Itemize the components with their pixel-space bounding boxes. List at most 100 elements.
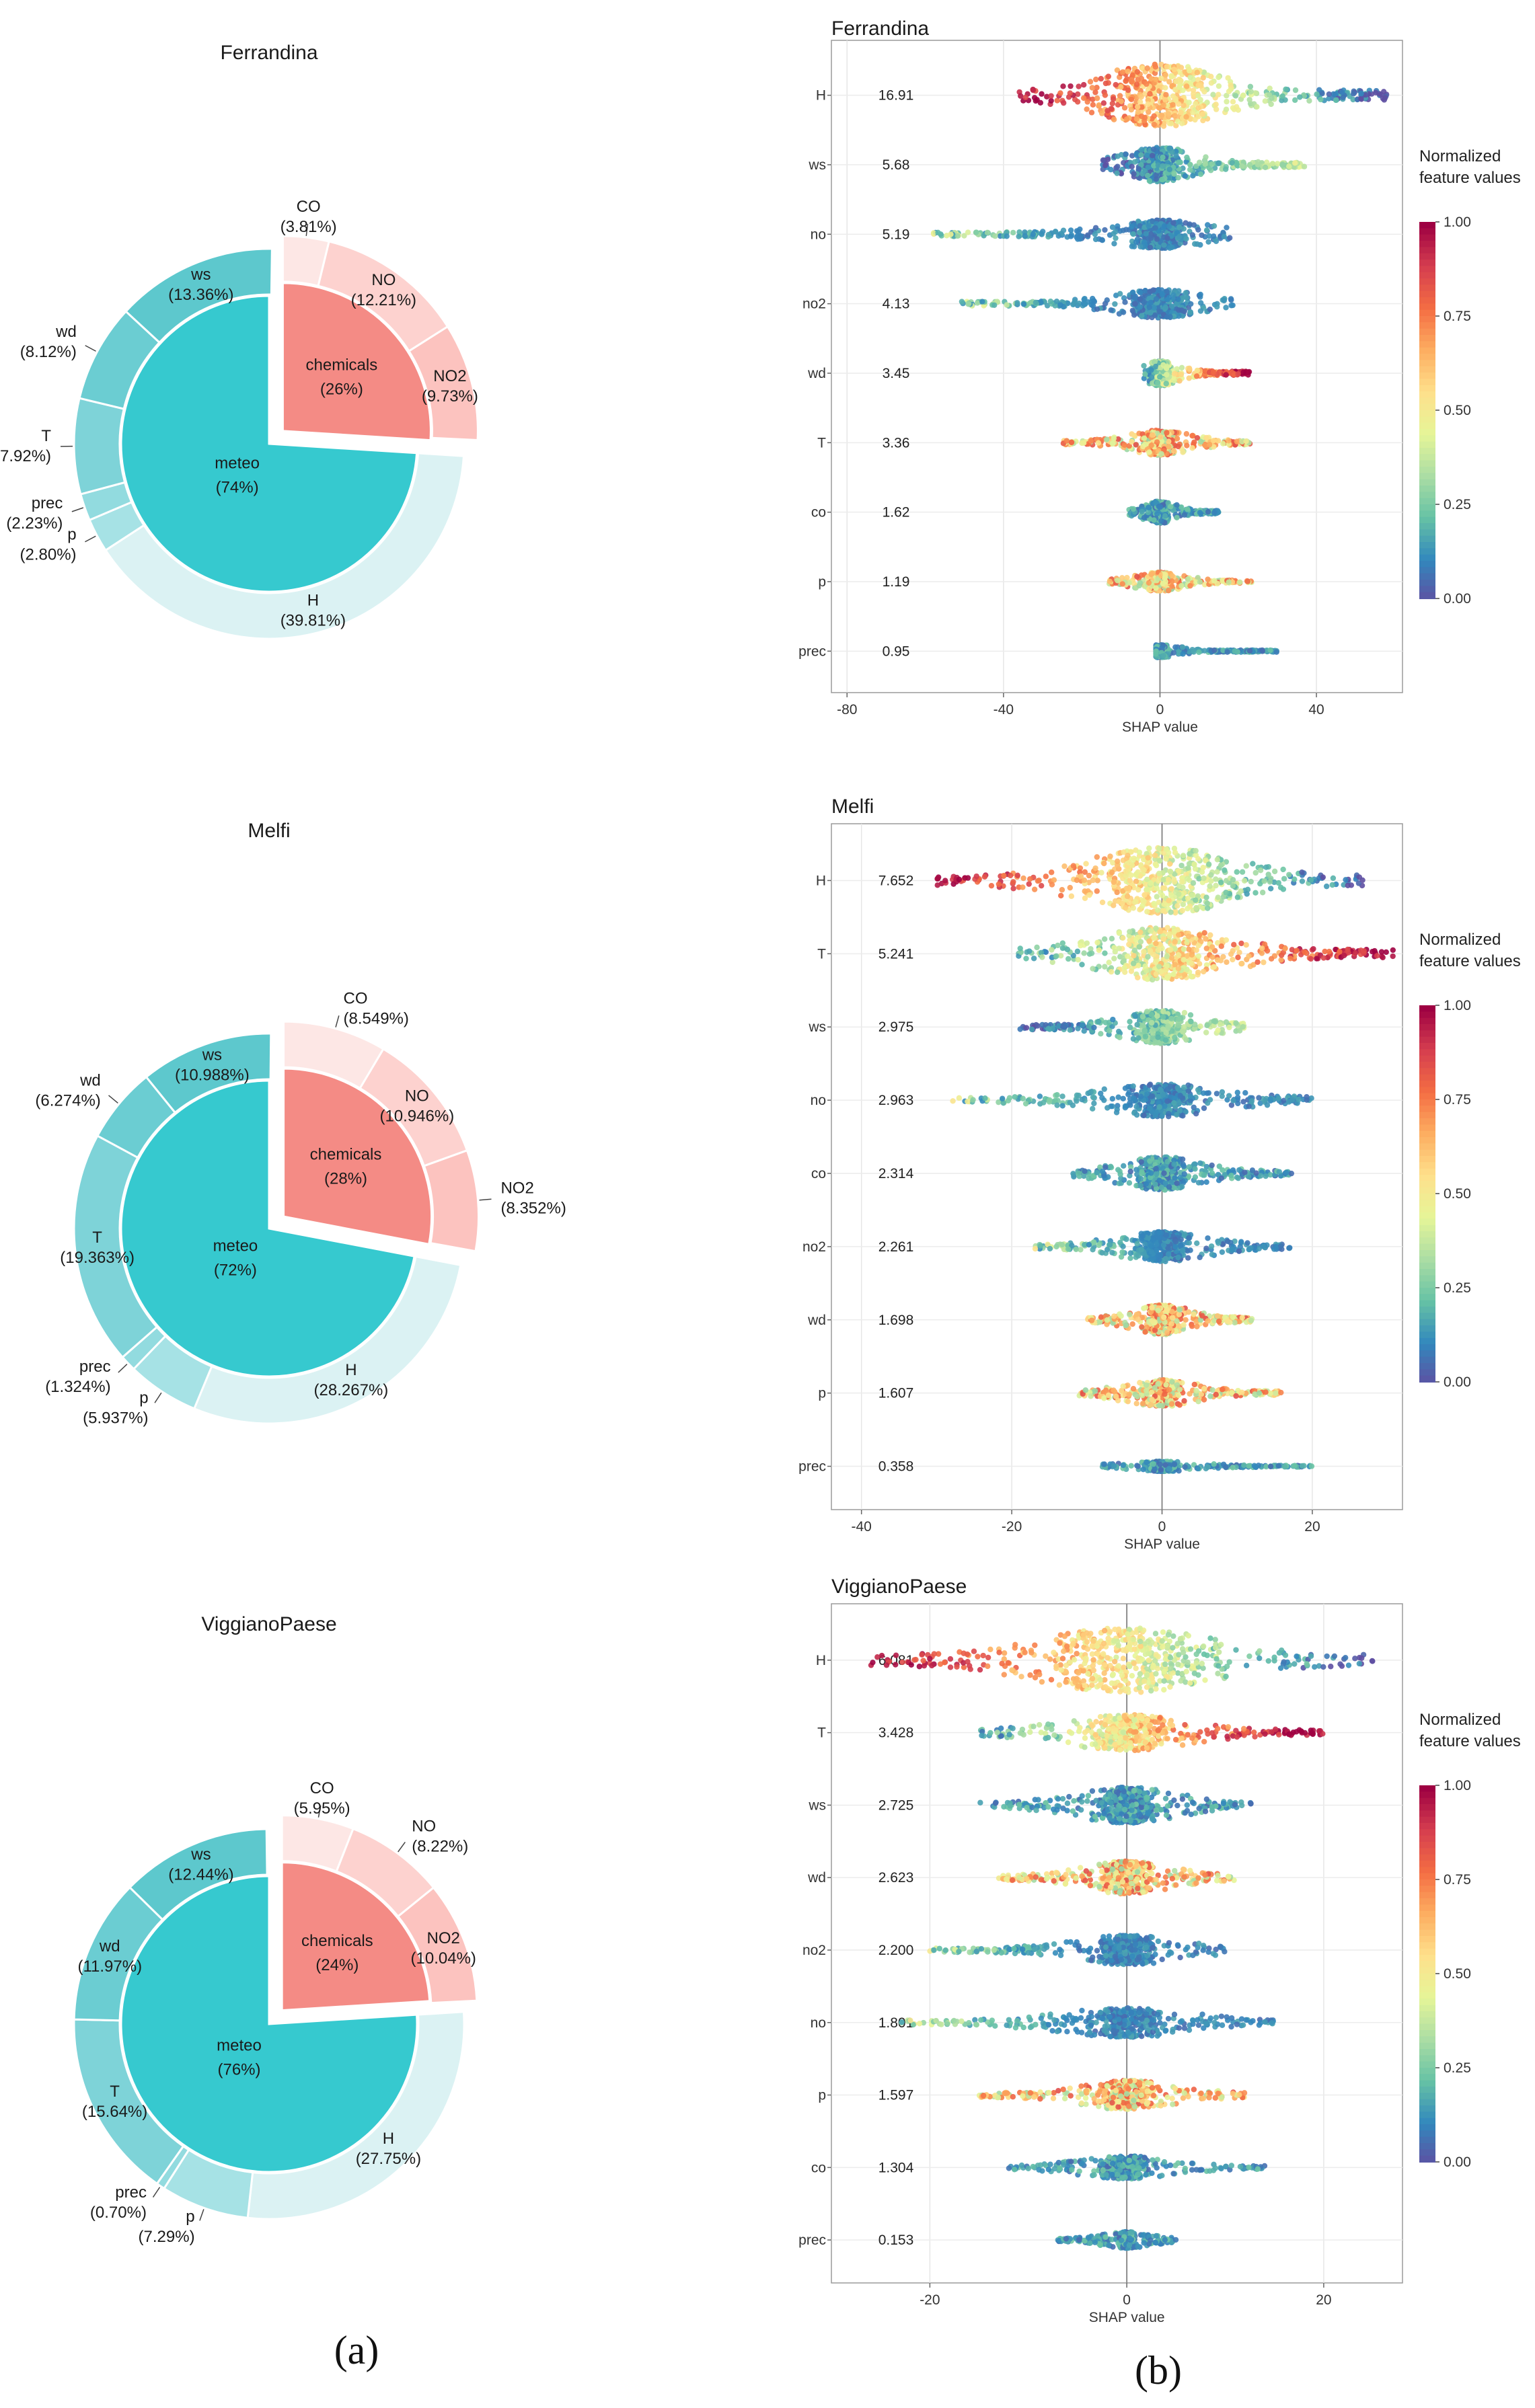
shap-point	[1168, 869, 1174, 875]
shap-point	[1146, 223, 1152, 229]
shap-point	[1234, 161, 1240, 168]
feature-label-no: no	[811, 227, 826, 242]
pie-pct-p: (2.80%)	[20, 545, 77, 564]
shap-point	[1187, 161, 1193, 168]
shap-point	[1160, 123, 1167, 129]
pie-pct-ws: (12.44%)	[168, 1866, 233, 1884]
pie-outer-no2	[407, 325, 479, 442]
colorbar-segment	[1419, 397, 1435, 405]
pie-pct-chemicals: (24%)	[315, 1956, 359, 1974]
shap-point	[1208, 80, 1215, 86]
shap-point	[1248, 878, 1254, 885]
pie-pct-prec: (1.324%)	[45, 1378, 110, 1396]
pie-pct-wd: (6.274%)	[35, 1092, 100, 1110]
shap-point	[1131, 312, 1137, 318]
shap-point	[1186, 365, 1193, 372]
pie-label-prec: prec	[115, 2183, 147, 2202]
shap-point	[934, 876, 941, 882]
shap-point	[1148, 375, 1155, 381]
mean-abs-shap-H: 7.652	[878, 873, 914, 888]
shap-point	[1116, 898, 1122, 905]
shap-point	[1193, 101, 1199, 107]
shap-point	[1210, 438, 1217, 444]
shap-point	[981, 873, 988, 880]
shap-point	[1218, 880, 1224, 886]
colorbar-segment	[1419, 347, 1435, 354]
shap-point	[1158, 434, 1164, 440]
pie-label-chemicals: chemicals	[306, 356, 378, 375]
shap-point	[1160, 163, 1166, 169]
shap-point	[1088, 110, 1095, 116]
shap-point	[1159, 892, 1166, 899]
shap-point	[1235, 371, 1241, 377]
shap-point	[1211, 510, 1218, 516]
shap-point	[1153, 651, 1159, 657]
colorbar-segment	[1419, 510, 1435, 518]
pie-label-meteo: meteo	[217, 2036, 262, 2054]
shap-point	[1090, 102, 1096, 108]
shap-point	[1273, 649, 1279, 655]
shap-point	[1147, 244, 1154, 251]
shap-point	[1269, 161, 1276, 167]
shap-point	[1014, 872, 1021, 879]
colorbar-segment	[1419, 247, 1435, 254]
shap-point	[1144, 886, 1150, 892]
shap-point	[1174, 514, 1180, 520]
pie-pct-no: (12.21%)	[351, 291, 416, 309]
shap-point	[1207, 883, 1213, 889]
shap-point	[1131, 295, 1138, 301]
shap-point	[1133, 81, 1140, 87]
shap-point	[1197, 579, 1203, 585]
shap-point	[1123, 151, 1129, 157]
shap-point	[1205, 508, 1211, 515]
shap-point	[1133, 116, 1140, 122]
shap-point	[1205, 239, 1211, 245]
feature-label-co: co	[811, 505, 826, 520]
colorbar-segment	[1419, 391, 1435, 399]
shap-point	[1297, 94, 1303, 100]
shap-point	[1176, 218, 1183, 225]
shap-point	[1166, 444, 1172, 450]
x-axis-label: SHAP value	[1122, 720, 1198, 735]
feature-label-ws: ws	[808, 157, 826, 173]
shap-point	[1130, 506, 1137, 512]
shap-point	[1152, 852, 1158, 859]
shap-point	[1223, 372, 1229, 378]
shap-point	[1105, 108, 1111, 114]
shap-point	[1223, 166, 1229, 172]
shap-point	[1114, 67, 1121, 73]
colorbar-segment	[1419, 435, 1435, 442]
shap-point	[1030, 87, 1037, 93]
shap-point	[1333, 97, 1339, 104]
pie-label-wd: wd	[99, 1937, 120, 1955]
x-tick-label: 40	[1308, 702, 1324, 717]
shap-point	[965, 229, 971, 235]
shap-point	[1178, 78, 1184, 84]
pie-label-t: T	[92, 1229, 102, 1247]
feature-label-H: H	[816, 873, 826, 888]
shap-point	[1123, 885, 1130, 892]
shap-point	[1170, 650, 1176, 656]
shap-point	[1168, 120, 1174, 127]
shap-point	[1067, 884, 1073, 891]
shap-point	[1164, 235, 1170, 241]
shap-point	[1104, 436, 1110, 442]
pie-pct-wd: (8.12%)	[20, 343, 77, 361]
shap-point	[1230, 302, 1236, 309]
shap-point	[1254, 104, 1260, 110]
shap-point	[1133, 898, 1139, 905]
shap-point	[1139, 113, 1145, 120]
shap-point	[948, 231, 954, 237]
colorbar-segment	[1419, 373, 1435, 380]
colorbar-segment	[1419, 410, 1435, 418]
shap-point	[1197, 291, 1203, 298]
shap-point	[1250, 861, 1256, 867]
pie-pct-co: (8.549%)	[343, 1010, 408, 1028]
shap-point	[1001, 872, 1007, 879]
shap-point	[1148, 442, 1154, 449]
shap-point	[1170, 292, 1176, 298]
feature-label-p: p	[818, 574, 826, 590]
shap-point	[1186, 100, 1192, 106]
